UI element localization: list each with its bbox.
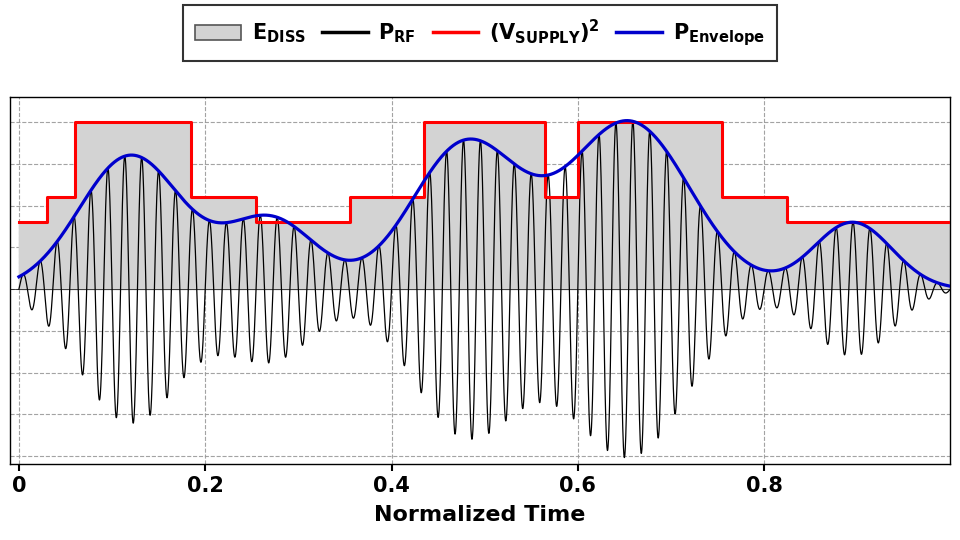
Legend: $\mathbf{E}_{\mathbf{DISS}}$, $\mathbf{P}_{\mathbf{RF}}$, $\mathbf{(V_{SUPPLY})^: $\mathbf{E}_{\mathbf{DISS}}$, $\mathbf{P… [182,5,778,61]
X-axis label: Normalized Time: Normalized Time [374,504,586,524]
